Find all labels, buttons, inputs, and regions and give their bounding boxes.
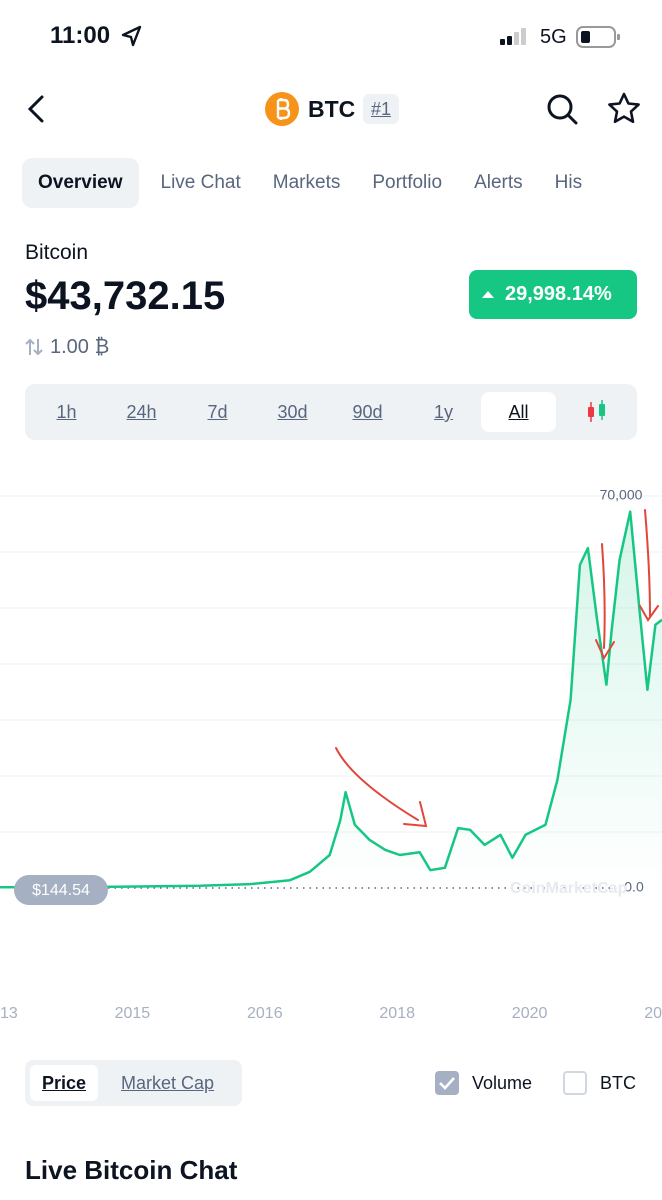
check-mark — [439, 1077, 455, 1090]
range-option[interactable]: 1y — [433, 402, 453, 422]
x-tick-label: 2018 — [379, 1005, 415, 1022]
annotation-arrow — [644, 509, 651, 617]
range-option[interactable]: 90d — [352, 402, 383, 422]
coin-icon — [265, 92, 299, 126]
tab[interactable]: Overview — [22, 158, 139, 208]
option-label: BTC — [600, 1073, 636, 1093]
price-pill-label: $144.54 — [32, 882, 90, 899]
x-tick-label: 20 — [644, 1005, 662, 1022]
tab[interactable]: Portfolio — [372, 172, 443, 193]
coin-price: $43,732.15 — [25, 274, 226, 318]
back-button[interactable] — [24, 94, 48, 124]
annotation-arrow — [335, 747, 419, 821]
change-percent: 29,998.14% — [505, 283, 612, 305]
range-option[interactable]: 30d — [277, 402, 308, 422]
up-triangle — [482, 291, 494, 298]
range-bar: 1h 24h 7d 30d 90d 1y All — [25, 384, 637, 440]
market-cap-mode[interactable]: Market Cap — [121, 1073, 215, 1093]
annotation-arrow — [601, 543, 606, 649]
tab[interactable]: Markets — [272, 172, 341, 193]
coin-name: Bitcoin — [25, 241, 89, 264]
range-option[interactable]: All — [481, 392, 556, 432]
range-option[interactable]: 1h — [56, 402, 77, 422]
search-button[interactable] — [545, 92, 579, 126]
x-tick-label: 2015 — [115, 1005, 151, 1022]
price-mode[interactable]: Price — [30, 1065, 98, 1101]
network: 5G — [540, 26, 567, 48]
rank-badge[interactable]: #1 — [363, 94, 399, 124]
watchlist-star[interactable] — [606, 91, 642, 127]
coin-symbol: BTC — [308, 96, 356, 122]
tab[interactable]: Live Chat — [160, 172, 241, 193]
location-icon — [121, 25, 142, 47]
chart-mode-toggle: Price Market Cap — [25, 1060, 242, 1106]
signal-icon — [500, 28, 526, 45]
x-tick-label: 13 — [0, 1005, 18, 1022]
checkbox[interactable] — [563, 1071, 587, 1095]
tab-bar: Overview Live Chat Markets Portfolio Alerts H… — [22, 158, 662, 208]
option-label: Volume — [472, 1073, 533, 1093]
checkbox[interactable] — [435, 1071, 459, 1095]
price-chart: 70,0000.013201520162018202020CoinMarketC… — [0, 487, 662, 1022]
x-tick-label: 2016 — [247, 1005, 283, 1022]
annotation-arrow — [639, 605, 659, 622]
range-option[interactable]: 24h — [126, 402, 157, 422]
battery-icon — [576, 26, 620, 48]
range-option[interactable]: 7d — [207, 402, 228, 422]
change-badge: 29,998.14% — [469, 270, 637, 319]
status-time: 11:00 — [50, 22, 111, 49]
price-line — [0, 510, 662, 889]
swap-icon — [25, 338, 43, 356]
candle-toggle[interactable] — [585, 400, 609, 424]
price-pill — [14, 875, 108, 905]
y-tick-label: 70,000 — [600, 487, 643, 503]
section-title: Live Bitcoin Chat — [25, 1155, 238, 1185]
area — [0, 511, 662, 888]
tab[interactable]: Alerts — [474, 172, 523, 193]
x-tick-label: 2020 — [512, 1005, 548, 1022]
tab[interactable]: His — [554, 172, 583, 193]
holding: 1.00 ₿ — [50, 336, 110, 358]
annotation-arrow — [403, 801, 428, 828]
annotation-arrow — [595, 639, 615, 661]
